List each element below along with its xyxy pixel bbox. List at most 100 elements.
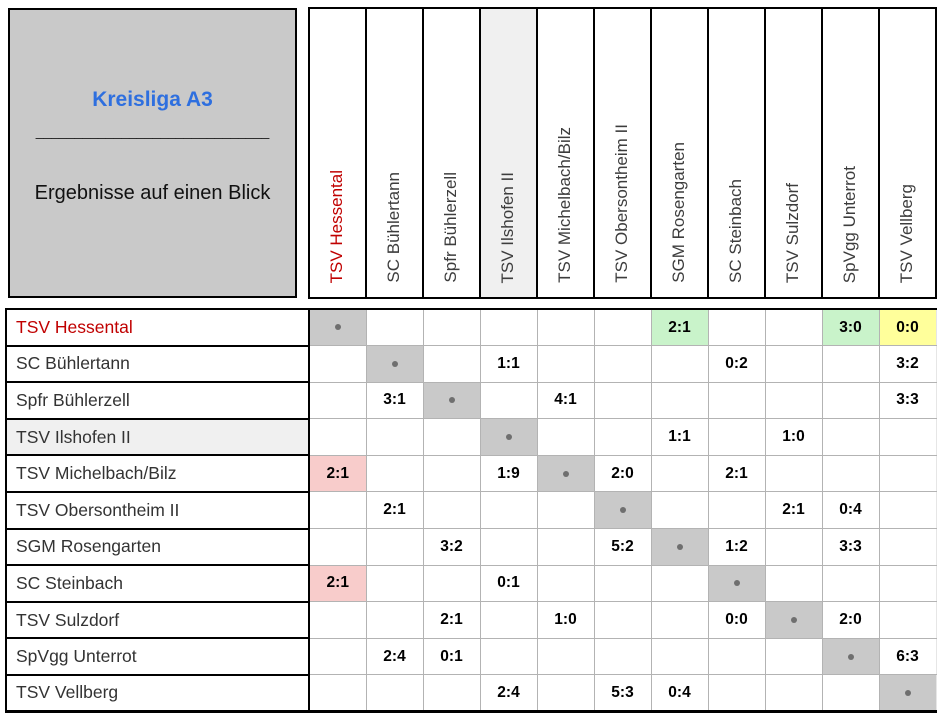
diagonal-dot-icon bbox=[733, 580, 740, 587]
result-cell: 2:1 bbox=[422, 601, 481, 639]
empty-cell bbox=[422, 491, 481, 530]
empty-cell bbox=[365, 528, 424, 566]
empty-cell bbox=[821, 454, 880, 493]
empty-cell bbox=[764, 564, 823, 603]
result-cell: 5:3 bbox=[593, 674, 652, 714]
empty-cell bbox=[365, 418, 424, 456]
empty-cell bbox=[422, 454, 481, 493]
row-label-tsv-sulzdorf: TSV Sulzdorf bbox=[5, 600, 310, 640]
empty-cell bbox=[536, 491, 595, 530]
results-table: Kreisliga A3 ___________________________… bbox=[5, 7, 937, 714]
result-cell: 1:2 bbox=[707, 528, 766, 566]
row-label-tsv-ilshofen-ii: TSV Ilshofen II bbox=[5, 417, 310, 457]
result-cell: 2:4 bbox=[365, 637, 424, 676]
row-label-spfr-b-hlerzell: Spfr Bühlerzell bbox=[5, 381, 310, 420]
diagonal-cell bbox=[365, 345, 424, 383]
table-row-sgm-rosengarten: SGM Rosengarten 3:2 5:2 1:2 3:3 bbox=[5, 527, 937, 567]
empty-cell bbox=[593, 637, 652, 676]
empty-cell bbox=[878, 454, 937, 493]
empty-cell bbox=[536, 345, 595, 383]
empty-cell bbox=[536, 637, 595, 676]
empty-cell bbox=[707, 674, 766, 714]
result-cell: 2:1 bbox=[764, 491, 823, 530]
results-sheet: Kreisliga A3 ___________________________… bbox=[5, 7, 937, 714]
empty-cell bbox=[593, 345, 652, 383]
column-header-tsv-michelbach-bilz: TSV Michelbach/Bilz bbox=[536, 7, 595, 299]
empty-cell bbox=[764, 528, 823, 566]
result-cell: 5:2 bbox=[593, 528, 652, 566]
result-cell: 3:1 bbox=[365, 381, 424, 420]
empty-cell bbox=[878, 491, 937, 530]
title-box: Kreisliga A3 ___________________________… bbox=[8, 8, 297, 298]
empty-cell bbox=[479, 601, 538, 639]
empty-cell bbox=[593, 418, 652, 456]
column-header-row: Kreisliga A3 ___________________________… bbox=[6, 7, 937, 299]
table-row-sc-steinbach: SC Steinbach 2:1 0:1 bbox=[5, 564, 937, 603]
diagonal-dot-icon bbox=[904, 689, 911, 696]
diagonal-cell bbox=[422, 381, 481, 420]
table-row-sc-b-hlertann: SC Bühlertann 1:1 0:2 3:2 bbox=[5, 344, 937, 384]
diagonal-cell bbox=[707, 564, 766, 603]
header-body-gutter bbox=[6, 298, 936, 309]
empty-cell bbox=[707, 418, 766, 456]
row-label-spvgg-unterrot: SpVgg Unterrot bbox=[5, 637, 310, 676]
result-cell: 2:1 bbox=[707, 454, 766, 493]
empty-cell bbox=[650, 601, 709, 639]
column-header-label: TSV Ilshofen II bbox=[498, 171, 518, 284]
result-cell: 3:2 bbox=[878, 345, 937, 383]
result-cell: 0:4 bbox=[821, 491, 880, 530]
column-header-tsv-hessental: TSV Hessental bbox=[308, 7, 367, 299]
page-title: Kreisliga A3 bbox=[92, 88, 213, 111]
empty-cell bbox=[536, 674, 595, 714]
result-cell: 3:0 bbox=[821, 308, 880, 347]
empty-cell bbox=[365, 454, 424, 493]
table-row-tsv-obersontheim-ii: TSV Obersontheim II 2:1 2:1 0:4 bbox=[5, 490, 937, 530]
empty-cell bbox=[479, 308, 538, 347]
column-header-tsv-ilshofen-ii: TSV Ilshofen II bbox=[479, 7, 538, 299]
diagonal-cell bbox=[536, 454, 595, 493]
empty-cell bbox=[536, 528, 595, 566]
table-row-tsv-sulzdorf: TSV Sulzdorf 2:1 1:0 0:0 2:0 bbox=[5, 600, 937, 640]
empty-cell bbox=[821, 345, 880, 383]
empty-cell bbox=[422, 418, 481, 456]
result-cell: 0:1 bbox=[479, 564, 538, 603]
table-row-tsv-michelbach-bilz: TSV Michelbach/Bilz 2:1 1:9 2:0 2:1 bbox=[5, 454, 937, 493]
result-cell: 1:0 bbox=[764, 418, 823, 456]
column-header-sgm-rosengarten: SGM Rosengarten bbox=[650, 7, 709, 299]
empty-cell bbox=[707, 308, 766, 347]
empty-cell bbox=[308, 601, 367, 639]
empty-cell bbox=[764, 345, 823, 383]
diagonal-cell bbox=[821, 637, 880, 676]
empty-cell bbox=[593, 381, 652, 420]
column-header-label: TSV Michelbach/Bilz bbox=[555, 127, 575, 283]
empty-cell bbox=[308, 528, 367, 566]
empty-cell bbox=[479, 528, 538, 566]
empty-cell bbox=[650, 454, 709, 493]
column-header-label: TSV Hessental bbox=[327, 169, 347, 283]
empty-cell bbox=[422, 345, 481, 383]
empty-cell bbox=[650, 345, 709, 383]
result-cell: 2:0 bbox=[821, 601, 880, 639]
result-cell: 2:1 bbox=[308, 564, 367, 603]
row-label-tsv-vellberg: TSV Vellberg bbox=[5, 673, 310, 714]
column-header-tsv-vellberg: TSV Vellberg bbox=[878, 7, 937, 299]
empty-cell bbox=[593, 564, 652, 603]
empty-cell bbox=[821, 418, 880, 456]
empty-cell bbox=[878, 601, 937, 639]
empty-cell bbox=[365, 564, 424, 603]
empty-cell bbox=[422, 308, 481, 347]
empty-cell bbox=[764, 674, 823, 714]
empty-cell bbox=[650, 637, 709, 676]
column-header-sc-b-hlertann: SC Bühlertann bbox=[365, 7, 424, 299]
column-header-spvgg-unterrot: SpVgg Unterrot bbox=[821, 7, 880, 299]
diagonal-cell bbox=[308, 308, 367, 347]
empty-cell bbox=[707, 637, 766, 676]
column-header-label: TSV Vellberg bbox=[897, 183, 917, 283]
table-row-spfr-b-hlerzell: Spfr Bühlerzell 3:1 4:1 3:3 bbox=[5, 381, 937, 420]
diagonal-cell bbox=[878, 674, 937, 714]
row-label-tsv-obersontheim-ii: TSV Obersontheim II bbox=[5, 490, 310, 530]
empty-cell bbox=[365, 674, 424, 714]
empty-cell bbox=[308, 637, 367, 676]
page-subtitle: Ergebnisse auf einen Blick bbox=[34, 182, 271, 204]
column-header-tsv-sulzdorf: TSV Sulzdorf bbox=[764, 7, 823, 299]
